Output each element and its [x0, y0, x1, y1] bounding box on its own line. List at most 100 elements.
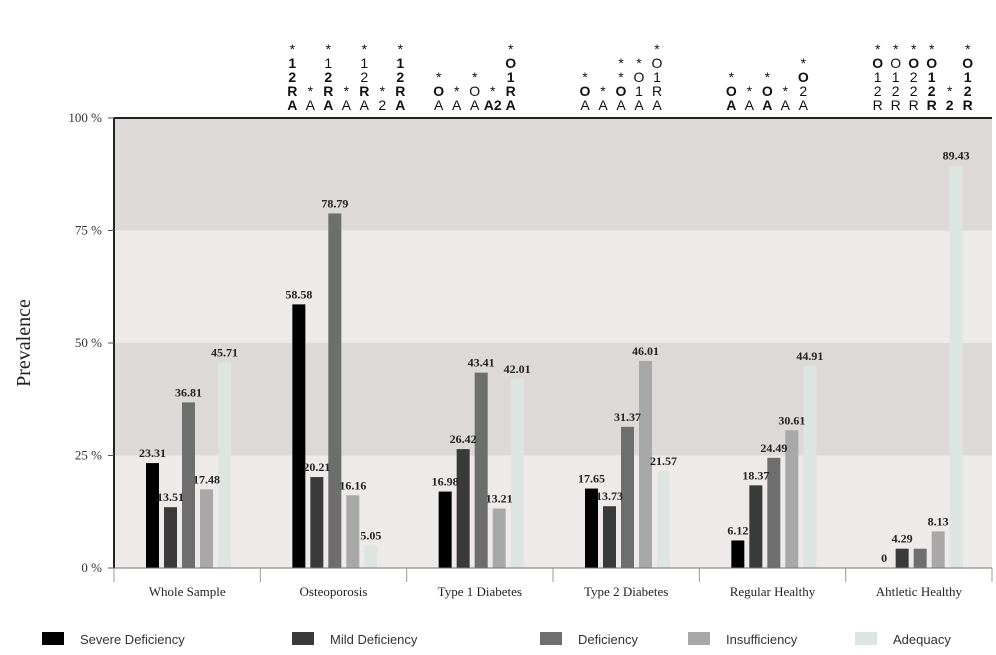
significance-marker: R: [395, 83, 405, 99]
significance-marker: 1: [360, 55, 368, 71]
bar: [510, 378, 524, 568]
background-band: [114, 343, 992, 456]
significance-marker: 2: [946, 97, 954, 113]
significance-marker: A: [799, 97, 809, 113]
legend-label: Severe Deficiency: [80, 632, 185, 647]
significance-marker: *: [765, 69, 771, 85]
data-label: 0: [881, 551, 887, 565]
significance-marker: 2: [964, 83, 972, 99]
significance-marker: *: [801, 55, 807, 71]
bar: [292, 304, 306, 568]
bar: [164, 507, 177, 568]
significance-marker: *: [618, 55, 624, 71]
significance-marker: A: [434, 97, 444, 113]
significance-marker: O: [908, 55, 919, 71]
legend-label: Adequacy: [893, 632, 951, 647]
data-label: 13.21: [486, 492, 513, 506]
y-tick-label: 50 %: [75, 335, 102, 350]
data-label: 89.43: [943, 149, 970, 163]
data-label: 4.29: [892, 532, 913, 546]
data-label: 13.51: [157, 490, 184, 504]
bar: [438, 491, 452, 568]
x-category-label: Regular Healthy: [730, 584, 816, 599]
significance-marker: O: [726, 83, 737, 99]
significance-marker: A: [287, 97, 297, 113]
significance-marker: O: [962, 55, 973, 71]
data-label: 36.81: [175, 385, 202, 399]
significance-marker: A: [452, 97, 462, 113]
data-label: 43.41: [468, 356, 495, 370]
y-tick-label: 75 %: [75, 223, 102, 238]
significance-marker: *: [618, 69, 624, 85]
data-label: 21.57: [650, 454, 677, 468]
legend-swatch: [688, 632, 710, 645]
bar: [310, 477, 324, 568]
data-label: 17.48: [193, 472, 220, 486]
significance-marker: *: [636, 55, 642, 71]
significance-marker: 2: [360, 69, 368, 85]
data-label: 45.71: [211, 345, 238, 359]
significance-marker: 1: [964, 69, 972, 85]
significance-marker: O: [469, 83, 480, 99]
significance-marker: R: [891, 97, 901, 113]
significance-marker: *: [947, 83, 953, 99]
significance-marker: *: [436, 69, 442, 85]
data-label: 6.12: [727, 523, 748, 537]
significance-marker: A: [306, 97, 316, 113]
significance-marker: *: [911, 41, 917, 57]
significance-marker: 1: [892, 69, 900, 85]
significance-markers: *12RA*A*12RA*A*12RA*2*12RA*OA*A*OA*A2*O1…: [287, 41, 973, 113]
significance-marker: 1: [396, 55, 404, 71]
bar: [657, 470, 670, 568]
significance-marker: 1: [507, 69, 515, 85]
significance-marker: R: [506, 83, 516, 99]
data-label: 13.73: [596, 489, 623, 503]
significance-marker: 2: [892, 83, 900, 99]
x-axis: Whole Sample Osteoporosis Type 1 Diabetes T…: [113, 567, 993, 599]
data-labels: 23.31 13.51 36.81 17.48 45.71 58.58 20.21 78.79…: [139, 149, 970, 565]
significance-marker: R: [359, 83, 369, 99]
significance-marker: 1: [288, 55, 296, 71]
significance-marker: *: [875, 41, 881, 57]
legend-swatch: [292, 632, 314, 645]
significance-marker: *: [362, 41, 368, 57]
x-category-label: Type 1 Diabetes: [438, 584, 522, 599]
significance-marker: 1: [874, 69, 882, 85]
bar: [767, 457, 781, 568]
significance-marker: O: [616, 83, 627, 99]
bar: [585, 488, 598, 568]
significance-marker: R: [323, 83, 333, 99]
bar: [456, 449, 470, 568]
data-label: 26.42: [450, 432, 477, 446]
bar: [931, 531, 945, 568]
significance-marker: 2: [396, 69, 404, 85]
significance-marker: *: [380, 83, 386, 99]
significance-marker: 2: [324, 69, 332, 85]
significance-marker: *: [490, 83, 496, 99]
legend-label: Insufficiency: [726, 632, 798, 647]
data-label: 20.21: [303, 460, 330, 474]
significance-marker: A: [745, 97, 755, 113]
significance-marker: 1: [653, 69, 661, 85]
significance-marker: *: [582, 69, 588, 85]
x-category-label: Osteoporosis: [300, 584, 368, 599]
y-axis: 0 % 25 % 50 % 75 % 100 %: [68, 110, 114, 575]
legend-label: Deficiency: [578, 632, 638, 647]
significance-marker: O: [798, 69, 809, 85]
data-label: 16.16: [339, 478, 366, 492]
significance-marker: A: [470, 97, 480, 113]
y-tick-label: 0 %: [81, 560, 102, 575]
data-label: 24.49: [760, 441, 787, 455]
significance-marker: O: [762, 83, 773, 99]
bar: [639, 360, 652, 568]
bar: [895, 548, 909, 568]
data-label: 17.65: [578, 472, 605, 486]
significance-marker: *: [600, 83, 606, 99]
bar: [146, 463, 159, 568]
significance-marker: *: [398, 41, 404, 57]
significance-marker: 2: [874, 83, 882, 99]
significance-marker: A2: [484, 97, 502, 113]
significance-marker: O: [890, 55, 901, 71]
significance-marker: R: [927, 97, 937, 113]
significance-marker: *: [893, 41, 899, 57]
